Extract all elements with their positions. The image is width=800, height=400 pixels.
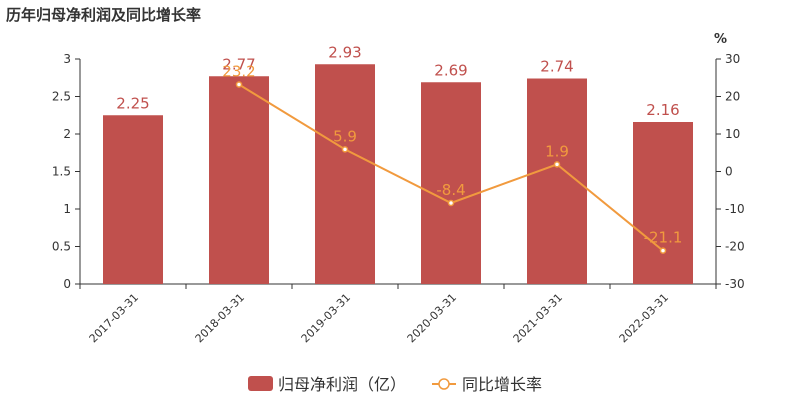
bar <box>103 115 163 284</box>
bar <box>633 122 693 284</box>
legend-bar-label: 归母净利润（亿） <box>278 375 406 394</box>
x-axis-category-label: 2022-03-31 <box>617 291 671 345</box>
growth-rate-point <box>659 247 667 254</box>
x-axis-category-label: 2019-03-31 <box>299 291 353 345</box>
legend-line-marker <box>438 378 450 390</box>
bar-value-label: 2.16 <box>646 101 679 119</box>
left-axis-tick-label: 0 <box>63 277 71 291</box>
growth-rate-point <box>341 146 349 153</box>
bar-value-label: 2.93 <box>328 43 361 61</box>
growth-rate-point <box>553 161 561 168</box>
bar <box>209 76 269 284</box>
bar-value-label: 2.77 <box>222 55 255 73</box>
left-axis-tick-label: 2.5 <box>52 90 71 104</box>
right-axis-tick-label: 20 <box>725 90 740 104</box>
bar-series <box>103 64 693 284</box>
x-axis-category-label: 2017-03-31 <box>87 291 141 345</box>
left-axis-tick-label: 1 <box>63 202 71 216</box>
right-axis-tick-label: 0 <box>725 165 733 179</box>
left-axis-tick-label: 1.5 <box>52 165 71 179</box>
legend-bar-swatch <box>248 376 273 391</box>
left-axis-tick-label: 0.5 <box>52 240 71 254</box>
growth-rate-label: 5.9 <box>333 127 357 145</box>
right-axis-tick-label: 10 <box>725 127 740 141</box>
bar <box>315 64 375 284</box>
right-axis-tick-label: -30 <box>725 277 745 291</box>
right-axis-unit: % <box>714 32 727 47</box>
chart-title: 历年归母净利润及同比增长率 <box>6 6 202 24</box>
growth-rate-label: 23.2 <box>222 63 255 81</box>
legend-line-label: 同比增长率 <box>462 375 542 394</box>
x-axis-category-label: 2020-03-31 <box>405 291 459 345</box>
left-axis-tick-label: 3 <box>63 52 71 66</box>
bar-value-label: 2.74 <box>540 58 573 76</box>
right-axis-tick-label: 30 <box>725 52 740 66</box>
legend[interactable]: 归母净利润（亿） 同比增长率 <box>248 375 542 394</box>
growth-rate-point <box>235 81 243 88</box>
right-axis-tick-label: -20 <box>725 240 745 254</box>
x-axis-category-label: 2018-03-31 <box>193 291 247 345</box>
line-series <box>235 81 667 254</box>
growth-rate-label: 1.9 <box>545 142 569 160</box>
bar <box>421 82 481 284</box>
right-axis-tick-label: -10 <box>725 202 745 216</box>
growth-rate-label: -21.1 <box>644 229 683 247</box>
bar-value-label: 2.69 <box>434 61 467 79</box>
growth-rate-label: -8.4 <box>436 181 465 199</box>
growth-rate-point <box>447 199 455 207</box>
left-axis-tick-label: 2 <box>63 127 71 141</box>
data-labels: 2.25 2.77 2.93 2.69 2.74 2.16 23.2 5.9 -8.4 1.9 -2… <box>116 43 682 246</box>
bar-value-label: 2.25 <box>116 94 149 112</box>
x-axis-category-label: 2021-03-31 <box>511 291 565 345</box>
